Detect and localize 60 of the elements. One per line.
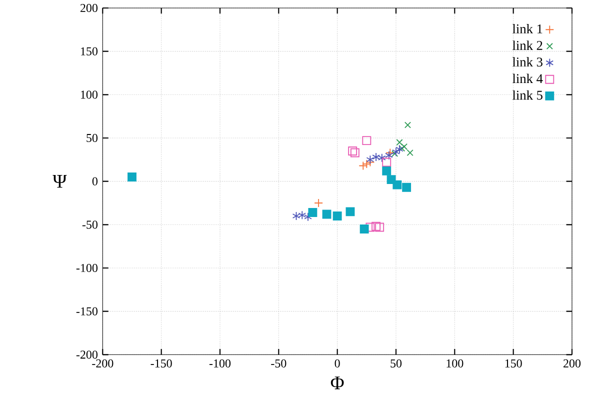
- y-tick-label: 0: [92, 177, 98, 186]
- point: [366, 222, 375, 232]
- point: [406, 149, 414, 156]
- x-tick-label: 100: [446, 359, 464, 368]
- point: [346, 207, 355, 216]
- point: [385, 150, 393, 160]
- x-tick-label: -50: [271, 359, 286, 368]
- y-tick-label: -100: [76, 264, 98, 272]
- point: [298, 210, 306, 220]
- x-tick-label: 0: [334, 359, 340, 368]
- point: [386, 148, 395, 158]
- point: [372, 222, 381, 231]
- point: [372, 152, 380, 162]
- point: [348, 146, 358, 156]
- point: [362, 160, 372, 168]
- legend-label: link 1: [512, 24, 542, 34]
- point: [375, 222, 384, 232]
- y-axis-title: Ψ: [52, 175, 67, 188]
- y-tick-label: -200: [76, 350, 98, 359]
- point: [400, 143, 408, 150]
- point: [362, 136, 372, 146]
- legend-label: link 5: [512, 90, 542, 100]
- legend-label: link 4: [512, 74, 543, 83]
- x-axis-title: Φ: [330, 376, 344, 390]
- legend-label: link 2: [512, 40, 542, 50]
- point: [314, 198, 324, 208]
- point: [304, 212, 312, 222]
- point: [358, 161, 368, 170]
- point: [128, 172, 136, 182]
- point: [332, 212, 342, 220]
- point: [378, 153, 386, 162]
- point: [382, 158, 392, 167]
- point: [396, 144, 404, 154]
- point: [392, 150, 398, 157]
- point: [392, 147, 400, 156]
- y-tick-label: 150: [81, 47, 98, 56]
- point: [292, 212, 300, 220]
- point: [382, 166, 392, 176]
- point: [404, 122, 412, 128]
- point: [392, 180, 402, 190]
- legend-label: link 3: [512, 57, 542, 67]
- point: [366, 155, 374, 164]
- point: [308, 208, 318, 217]
- point: [360, 224, 369, 234]
- point: [396, 139, 403, 146]
- x-tick-label: 50: [390, 359, 402, 368]
- x-tick-label: -200: [92, 359, 114, 368]
- point: [402, 182, 412, 192]
- y-tick-label: -150: [76, 307, 98, 316]
- point: [350, 148, 360, 158]
- point: [322, 210, 332, 219]
- x-tick-label: -150: [150, 359, 172, 368]
- y-tick-label: 50: [86, 134, 98, 142]
- y-tick-label: 100: [81, 90, 98, 99]
- x-tick-label: 150: [505, 359, 522, 368]
- x-tick-label: 200: [564, 359, 581, 368]
- x-tick-label: -100: [209, 359, 231, 368]
- y-tick-label: -50: [82, 220, 98, 229]
- y-tick-label: 200: [80, 4, 98, 12]
- point: [398, 145, 406, 152]
